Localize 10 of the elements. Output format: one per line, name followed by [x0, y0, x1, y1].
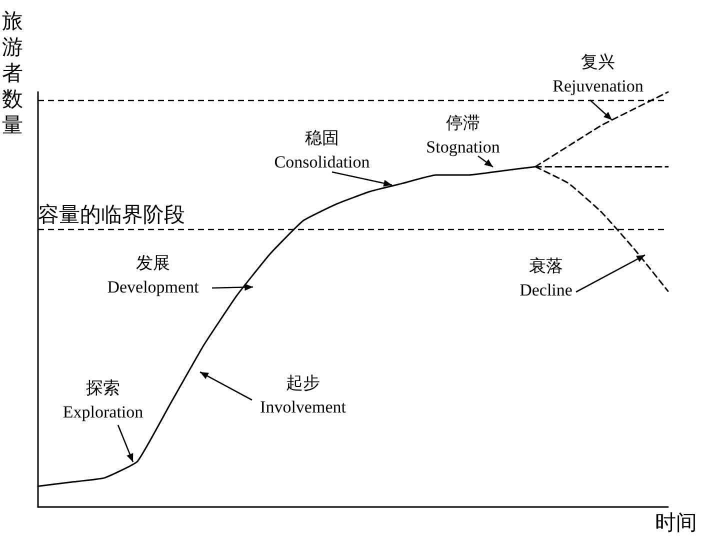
annotation: 停滞 Stognation: [426, 114, 500, 156]
x-axis-title: 时间: [655, 510, 697, 534]
annotation: 探索 Exploration: [62, 378, 144, 422]
annotation: 发展 Development: [107, 254, 200, 296]
annotation: 稳固 Consolidation: [274, 128, 370, 172]
annotation: 起步 Involvement: [260, 374, 346, 416]
ref-line-label: 容量的临界阶段: [38, 202, 185, 226]
annotation: 衰落 Decline: [520, 256, 572, 300]
y-axis-title: 旅游者数量: [2, 9, 23, 137]
annotation: 复兴 Rejuvenation: [552, 52, 644, 96]
